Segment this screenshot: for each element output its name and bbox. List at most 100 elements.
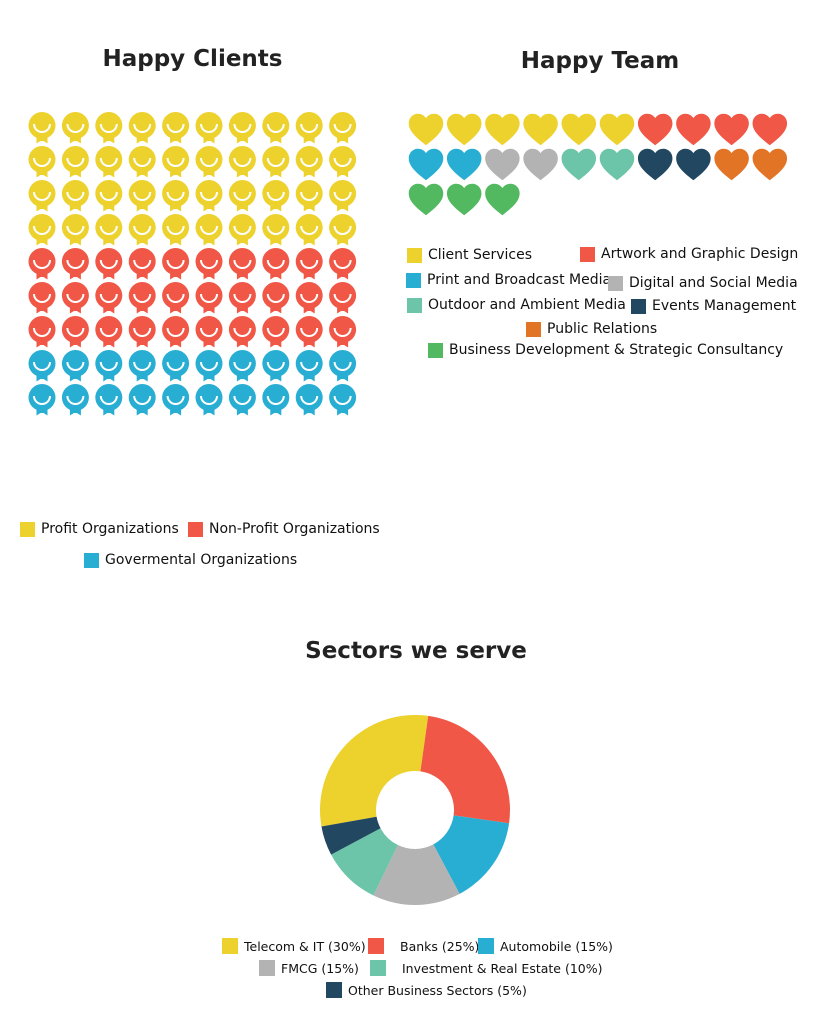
smiley-icon bbox=[61, 180, 89, 212]
legend-label: Profit Organizations bbox=[41, 521, 179, 537]
smiley-icon bbox=[195, 248, 223, 280]
legend-swatch bbox=[407, 247, 422, 263]
donut-slice bbox=[420, 715, 510, 824]
smiley-icon bbox=[95, 180, 123, 212]
heart-icon bbox=[408, 183, 444, 216]
smiley-icon bbox=[95, 112, 123, 144]
smiley-icon bbox=[195, 112, 223, 144]
smiley-icon bbox=[262, 316, 290, 348]
smiley-icon bbox=[162, 384, 190, 416]
legend-label: Public Relations bbox=[547, 321, 658, 337]
legend-item: Public Relations bbox=[526, 321, 657, 337]
heart-icon bbox=[714, 148, 749, 181]
legend-item: Govermental Organizations bbox=[84, 552, 297, 568]
smiley-icon bbox=[61, 214, 89, 246]
smiley-icon bbox=[228, 146, 256, 178]
legend-item: Banks (25%) bbox=[368, 938, 479, 954]
smiley-icon bbox=[128, 112, 156, 144]
smiley-icon bbox=[195, 384, 223, 416]
smiley-icon bbox=[228, 316, 256, 348]
smiley-icon bbox=[95, 384, 123, 416]
happy-team-pictogram bbox=[408, 113, 808, 223]
smiley-icon bbox=[228, 180, 256, 212]
legend-label: Investment & Real Estate (10%) bbox=[402, 960, 603, 976]
legend-swatch bbox=[478, 938, 494, 954]
legend-item: Business Development & Strategic Consult… bbox=[428, 342, 783, 358]
legend-item: Artwork and Graphic Design bbox=[580, 246, 798, 262]
legend-item: Profit Organizations bbox=[20, 521, 179, 537]
smiley-icon bbox=[95, 316, 123, 348]
legend-label: FMCG (15%) bbox=[281, 960, 359, 976]
smiley-icon bbox=[262, 384, 290, 416]
legend-item: Investment & Real Estate (10%) bbox=[370, 960, 603, 976]
smiley-icon bbox=[295, 146, 323, 178]
smiley-icon bbox=[295, 248, 323, 280]
legend-swatch bbox=[428, 342, 443, 358]
legend-swatch bbox=[259, 960, 275, 976]
smiley-icon bbox=[128, 180, 156, 212]
smiley-icon bbox=[228, 282, 256, 314]
legend-label: Non-Profit Organizations bbox=[209, 521, 380, 537]
smiley-icon bbox=[295, 214, 323, 246]
smiley-icon bbox=[95, 248, 123, 280]
legend-label: Telecom & IT (30%) bbox=[244, 938, 366, 954]
smiley-icon bbox=[61, 316, 89, 348]
heart-icon bbox=[752, 113, 788, 146]
legend-label: Outdoor and Ambient Media bbox=[428, 297, 626, 313]
heart-icon bbox=[599, 148, 635, 181]
smiley-icon bbox=[262, 146, 290, 178]
smiley-icon bbox=[228, 350, 256, 382]
smiley-icon bbox=[28, 282, 56, 314]
legend-item: Automobile (15%) bbox=[478, 938, 613, 954]
smiley-icon bbox=[128, 146, 156, 178]
smiley-icon bbox=[295, 350, 323, 382]
smiley-icon bbox=[61, 384, 89, 416]
legend-swatch bbox=[580, 246, 595, 262]
smiley-icon bbox=[262, 350, 290, 382]
legend-swatch bbox=[370, 960, 386, 976]
smiley-icon bbox=[195, 282, 223, 314]
smiley-icon bbox=[28, 350, 56, 382]
smiley-icon bbox=[128, 316, 156, 348]
smiley-icon bbox=[195, 180, 223, 212]
donut-slice bbox=[373, 844, 460, 905]
smiley-icon bbox=[95, 350, 123, 382]
smiley-icon bbox=[195, 146, 223, 178]
smiley-icon bbox=[61, 146, 89, 178]
smiley-icon bbox=[329, 248, 357, 280]
smiley-icon bbox=[228, 112, 256, 144]
heart-icon bbox=[408, 113, 444, 146]
smiley-icon bbox=[262, 112, 290, 144]
legend-swatch bbox=[631, 298, 646, 314]
smiley-icon bbox=[162, 350, 190, 382]
smiley-icon bbox=[262, 214, 290, 246]
smiley-icon bbox=[162, 282, 190, 314]
smiley-icon bbox=[329, 214, 357, 246]
happy-clients-pictogram bbox=[26, 112, 360, 418]
legend-swatch bbox=[608, 275, 623, 291]
smiley-icon bbox=[61, 112, 89, 144]
heart-icon bbox=[446, 183, 482, 216]
smiley-icon bbox=[262, 180, 290, 212]
smiley-icon bbox=[95, 146, 123, 178]
sectors-donut-chart bbox=[319, 714, 511, 906]
sectors-title: Sectors we serve bbox=[305, 638, 527, 664]
heart-icon bbox=[523, 113, 558, 146]
donut-slice bbox=[320, 715, 429, 827]
smiley-icon bbox=[295, 180, 323, 212]
legend-label: Banks (25%) bbox=[400, 938, 480, 954]
heart-icon bbox=[485, 113, 520, 146]
smiley-icon bbox=[28, 316, 56, 348]
smiley-icon bbox=[329, 282, 357, 314]
smiley-icon bbox=[128, 248, 156, 280]
legend-swatch bbox=[20, 521, 35, 537]
smiley-icon bbox=[295, 112, 323, 144]
legend-label: Print and Broadcast Media bbox=[427, 272, 612, 288]
smiley-icon bbox=[28, 146, 56, 178]
legend-label: Digital and Social Media bbox=[629, 275, 798, 291]
heart-icon bbox=[599, 113, 635, 146]
heart-icon bbox=[676, 113, 711, 146]
smiley-icon bbox=[61, 248, 89, 280]
heart-icon bbox=[637, 113, 673, 146]
smiley-icon bbox=[128, 350, 156, 382]
